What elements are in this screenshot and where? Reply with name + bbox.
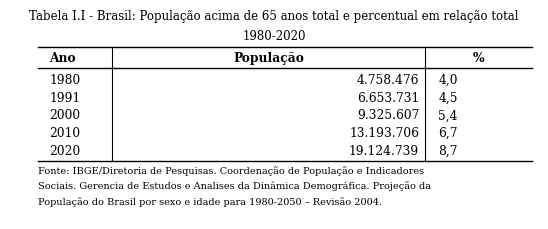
- Text: 2000: 2000: [49, 109, 81, 122]
- Text: População: População: [233, 52, 304, 65]
- Text: Sociais. Gerencia de Estudos e Analises da Dinâmica Demográfica. Projeção da: Sociais. Gerencia de Estudos e Analises …: [38, 181, 431, 190]
- Text: 6,7: 6,7: [438, 127, 458, 139]
- Text: 1991: 1991: [49, 91, 81, 104]
- Text: Fonte: IBGE/Diretoria de Pesquisas. Coordenação de População e Indicadores: Fonte: IBGE/Diretoria de Pesquisas. Coor…: [38, 165, 425, 175]
- Text: 13.193.706: 13.193.706: [349, 127, 419, 139]
- Text: 8,7: 8,7: [438, 144, 458, 157]
- Text: Tabela I.I - Brasil: População acima de 65 anos total e percentual em relação to: Tabela I.I - Brasil: População acima de …: [29, 10, 519, 23]
- Text: 1980: 1980: [49, 74, 81, 87]
- Text: População do Brasil por sexo e idade para 1980-2050 – Revisão 2004.: População do Brasil por sexo e idade par…: [38, 196, 383, 206]
- Text: 4,5: 4,5: [438, 91, 458, 104]
- Text: Ano: Ano: [49, 52, 76, 65]
- Text: 2020: 2020: [49, 144, 81, 157]
- Text: %: %: [472, 52, 484, 65]
- Text: 5,4: 5,4: [438, 109, 458, 122]
- Text: 4.758.476: 4.758.476: [357, 74, 419, 87]
- Text: 4,0: 4,0: [438, 74, 458, 87]
- Text: 2010: 2010: [49, 127, 81, 139]
- Text: 9.325.607: 9.325.607: [357, 109, 419, 122]
- Text: 19.124.739: 19.124.739: [349, 144, 419, 157]
- Text: 1980-2020: 1980-2020: [242, 30, 306, 43]
- Text: 6.653.731: 6.653.731: [357, 91, 419, 104]
